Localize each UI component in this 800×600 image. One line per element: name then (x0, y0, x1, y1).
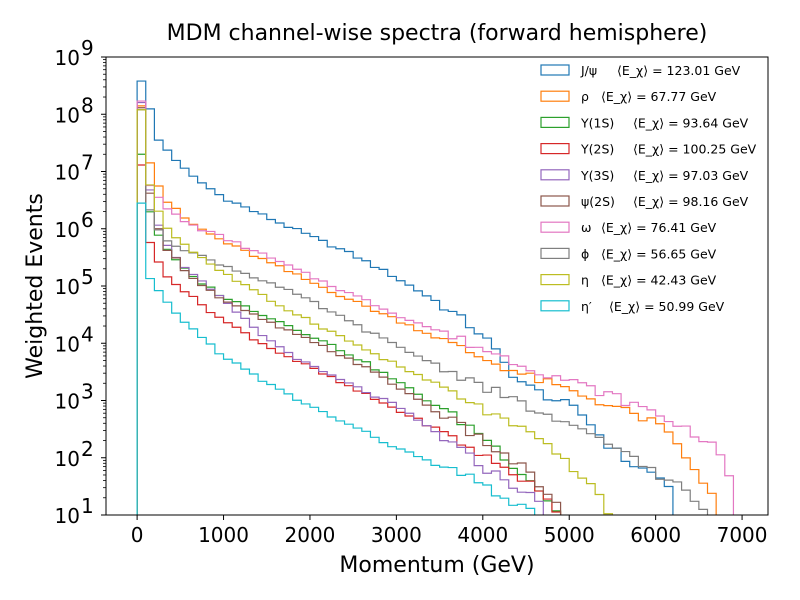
y-tick-label-4: 10 (55, 275, 80, 299)
legend-mean-1: ⟨E_χ⟩ = 67.77 GeV (601, 89, 717, 104)
legend-swatch-6 (540, 221, 570, 233)
legend-mean-2: ⟨E_χ⟩ = 93.64 GeV (633, 115, 749, 130)
y-axis-label: Weighted Events (23, 193, 48, 379)
y-tick-label-2: 10 (55, 390, 80, 414)
series-layer (136, 80, 735, 515)
y-tick-exponent-7: 8 (81, 93, 94, 117)
x-tick-label-2: 2000 (285, 523, 336, 547)
x-tick-label-5: 5000 (544, 523, 595, 547)
y-tick-exponent-2: 3 (81, 380, 94, 404)
chart-title: MDM channel-wise spectra (forward hemisp… (167, 21, 708, 46)
x-axis-ticks: 0 1000 2000 3000 4000 5000 6000 7000 (131, 515, 768, 547)
y-tick-exponent-5: 6 (81, 208, 94, 232)
series-line-4 (136, 101, 553, 515)
y-tick-exponent-1: 2 (81, 437, 94, 461)
series-line-0 (136, 80, 674, 515)
legend-name-0: J/ψ (580, 63, 597, 78)
legend-name-7: ϕ (581, 246, 589, 261)
legend-swatch-8 (540, 274, 570, 286)
legend-name-4: Υ(3S) (580, 168, 614, 183)
legend-name-9: η′ (581, 299, 592, 314)
x-tick-label-1: 1000 (198, 523, 249, 547)
x-tick-label-4: 4000 (457, 523, 508, 547)
series-line-1 (136, 105, 717, 515)
x-tick-label-3: 3000 (371, 523, 422, 547)
y-tick-exponent-6: 7 (81, 151, 94, 175)
legend-mean-4: ⟨E_χ⟩ = 97.03 GeV (633, 168, 749, 183)
series-line-7 (136, 109, 709, 515)
y-tick-exponent-0: 1 (81, 494, 94, 518)
legend-name-2: Υ(1S) (580, 115, 614, 130)
legend-mean-3: ⟨E_χ⟩ = 100.25 GeV (633, 142, 757, 157)
legend-name-5: ψ(2S) (581, 194, 615, 209)
x-tick-label-6: 6000 (630, 523, 681, 547)
legend-name-8: η (581, 273, 589, 288)
legend-mean-6: ⟨E_χ⟩ = 76.41 GeV (601, 220, 717, 235)
x-tick-label-7: 7000 (717, 523, 768, 547)
series-line-3 (136, 164, 562, 515)
y-tick-label-8: 10 (55, 46, 80, 70)
legend-mean-5: ⟨E_χ⟩ = 98.16 GeV (633, 194, 749, 209)
legend-mean-8: ⟨E_χ⟩ = 42.43 GeV (601, 273, 717, 288)
legend-mean-0: ⟨E_χ⟩ = 123.01 GeV (617, 63, 741, 78)
y-tick-label-5: 10 (55, 218, 80, 242)
y-tick-exponent-8: 9 (81, 36, 94, 60)
legend-swatch-3 (540, 143, 570, 155)
legend: J/ψ ⟨E_χ⟩ = 123.01 GeV ρ ⟨E_χ⟩ = 67.77 GeV Υ… (540, 63, 757, 314)
y-tick-label-6: 10 (55, 161, 80, 185)
legend-mean-9: ⟨E_χ⟩ = 50.99 GeV (609, 299, 725, 314)
y-tick-label-1: 10 (55, 447, 80, 471)
legend-swatch-4 (540, 169, 570, 181)
series-line-8 (136, 109, 614, 515)
legend-name-6: ω (581, 220, 591, 235)
x-axis-label: Momentum (GeV) (339, 553, 534, 578)
legend-swatch-2 (540, 116, 570, 129)
legend-swatch-0 (540, 64, 570, 76)
x-tick-label-0: 0 (131, 523, 144, 547)
y-tick-exponent-4: 5 (81, 265, 94, 289)
legend-swatch-7 (540, 247, 570, 259)
legend-swatch-9 (540, 300, 570, 312)
y-tick-label-0: 10 (55, 504, 80, 528)
legend-name-1: ρ (581, 89, 589, 104)
y-tick-exponent-3: 4 (81, 322, 94, 346)
legend-swatch-5 (540, 195, 570, 207)
legend-swatch-1 (540, 90, 570, 102)
legend-name-3: Υ(2S) (580, 142, 614, 157)
y-tick-label-7: 10 (55, 103, 80, 127)
y-tick-label-3: 10 (55, 332, 80, 356)
legend-mean-7: ⟨E_χ⟩ = 56.65 GeV (601, 246, 717, 261)
series-line-5 (136, 107, 562, 515)
series-line-6 (136, 100, 735, 515)
series-line-9 (136, 202, 536, 515)
